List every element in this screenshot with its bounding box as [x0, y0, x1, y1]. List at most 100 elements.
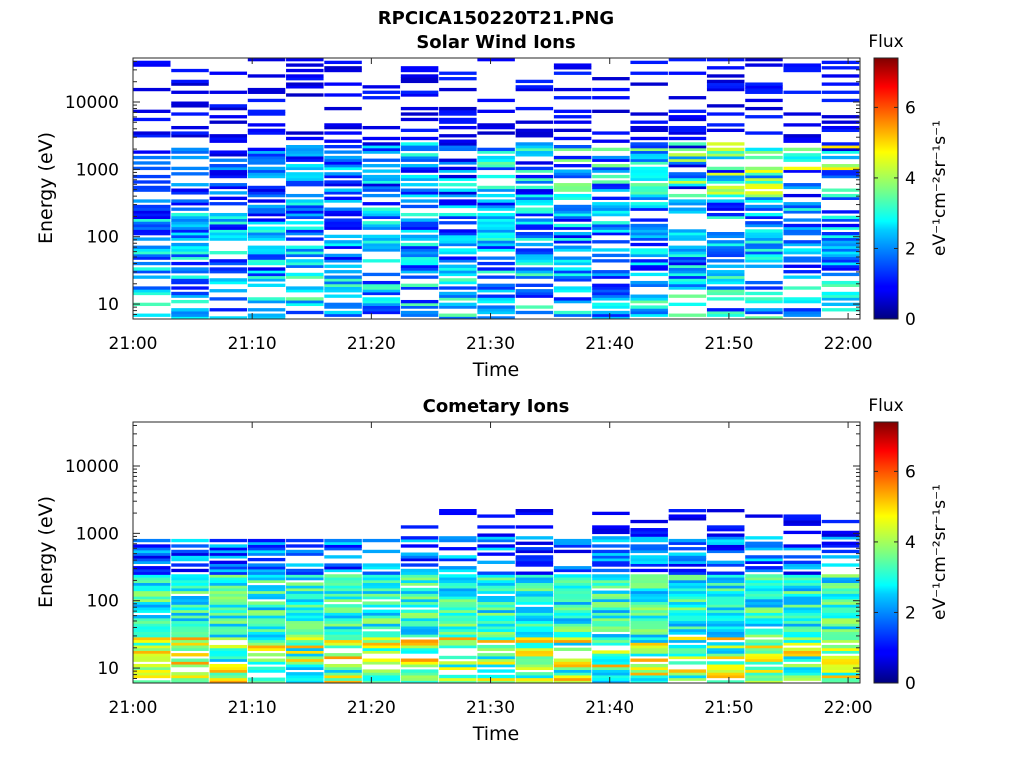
- heatmap-cell: [400, 158, 439, 162]
- heatmap-cell: [630, 544, 668, 548]
- heatmap-cell: [515, 590, 554, 594]
- heatmap-cell: [553, 663, 592, 668]
- heatmap-cell: [630, 617, 668, 622]
- heatmap-cell: [630, 536, 668, 540]
- heatmap-cell: [133, 313, 171, 317]
- heatmap-cell: [247, 109, 286, 113]
- heatmap-cell: [553, 612, 592, 616]
- heatmap-cell: [247, 566, 286, 570]
- heatmap-cell: [133, 174, 171, 179]
- heatmap-cell: [400, 221, 439, 225]
- heatmap-cell: [630, 669, 668, 673]
- heatmap-cell: [592, 185, 630, 190]
- heatmap-cell: [400, 310, 439, 315]
- heatmap-cell: [400, 112, 439, 116]
- heatmap-cell: [247, 153, 286, 157]
- heatmap-cell: [515, 202, 554, 206]
- heatmap-cell: [324, 199, 362, 203]
- heatmap-cell: [286, 147, 324, 152]
- heatmap-cell: [439, 204, 477, 209]
- heatmap-cell: [362, 297, 401, 301]
- heatmap-cell: [515, 587, 554, 592]
- heatmap-cell: [439, 617, 477, 622]
- heatmap-cell: [515, 680, 554, 683]
- heatmap-cell: [247, 278, 286, 282]
- heatmap-cell: [286, 177, 324, 181]
- heatmap-cell: [400, 672, 439, 676]
- heatmap-cell: [592, 221, 630, 225]
- heatmap-cell: [400, 267, 439, 271]
- heatmap-cell: [286, 202, 324, 206]
- heatmap-cell: [630, 226, 668, 230]
- heatmap-cell: [324, 677, 362, 681]
- heatmap-cell: [706, 528, 745, 532]
- heatmap-cell: [477, 628, 515, 632]
- heatmap-cell: [630, 587, 668, 592]
- heatmap-cell: [247, 155, 286, 160]
- heatmap-cell: [553, 574, 592, 578]
- heatmap-cell: [209, 606, 248, 611]
- heatmap-cell: [745, 596, 783, 600]
- heatmap-cell: [515, 79, 554, 84]
- heatmap-cell: [477, 267, 515, 271]
- heatmap-cell: [745, 131, 783, 135]
- heatmap-cell: [400, 305, 439, 309]
- heatmap-cell: [821, 193, 860, 198]
- heatmap-cell: [477, 547, 515, 551]
- heatmap-cell: [439, 666, 477, 671]
- heatmap-cell: [821, 302, 860, 307]
- heatmap-cell: [706, 297, 745, 301]
- heatmap-cell: [400, 256, 439, 260]
- heatmap-cell: [477, 579, 515, 584]
- heatmap-cell: [706, 87, 745, 92]
- heatmap-cell: [706, 191, 745, 195]
- heatmap-cell: [133, 568, 171, 573]
- heatmap-cell: [630, 264, 668, 268]
- heatmap-cell: [630, 207, 668, 211]
- heatmap-cell: [439, 305, 477, 309]
- heatmap-cell: [209, 164, 248, 168]
- heatmap-cell: [362, 596, 401, 600]
- heatmap-cell: [592, 77, 630, 81]
- heatmap-cell: [553, 576, 592, 581]
- heatmap-cell: [630, 677, 668, 681]
- heatmap-cell: [209, 598, 248, 603]
- heatmap-cell: [706, 180, 745, 184]
- heatmap-cell: [553, 267, 592, 271]
- heatmap-cell: [286, 634, 324, 638]
- heatmap-cell: [439, 248, 477, 252]
- heatmap-cell: [324, 590, 362, 594]
- heatmap-cell: [630, 519, 668, 524]
- heatmap-cell: [515, 593, 554, 597]
- heatmap-cell: [171, 134, 209, 138]
- heatmap-cell: [745, 253, 783, 258]
- heatmap-cell: [630, 185, 668, 190]
- heatmap-cell: [592, 672, 630, 676]
- heatmap-cell: [247, 544, 286, 548]
- heatmap-cell: [745, 642, 783, 646]
- heatmap-cell: [324, 161, 362, 165]
- heatmap-cell: [362, 289, 401, 293]
- heatmap-cell: [362, 283, 401, 287]
- heatmap-cell: [400, 199, 439, 203]
- heatmap-cell: [821, 147, 860, 152]
- heatmap-cell: [630, 636, 668, 641]
- heatmap-cell: [324, 106, 362, 111]
- heatmap-cell: [477, 674, 515, 679]
- heatmap-cell: [247, 218, 286, 222]
- heatmap-cell: [821, 264, 860, 268]
- heatmap-cell: [171, 576, 209, 581]
- heatmap-cell: [439, 636, 477, 641]
- heatmap-cell: [324, 631, 362, 635]
- heatmap-cell: [477, 240, 515, 244]
- heatmap-cell: [324, 212, 362, 217]
- heatmap-cell: [668, 272, 707, 277]
- heatmap-cell: [515, 666, 554, 671]
- heatmap-cell: [592, 538, 630, 543]
- x-tick-label: 22:00: [824, 698, 873, 718]
- heatmap-cell: [745, 536, 783, 540]
- heatmap-cell: [515, 653, 554, 657]
- heatmap-cell: [592, 302, 630, 307]
- heatmap-cell: [209, 674, 248, 679]
- heatmap-cell: [745, 115, 783, 119]
